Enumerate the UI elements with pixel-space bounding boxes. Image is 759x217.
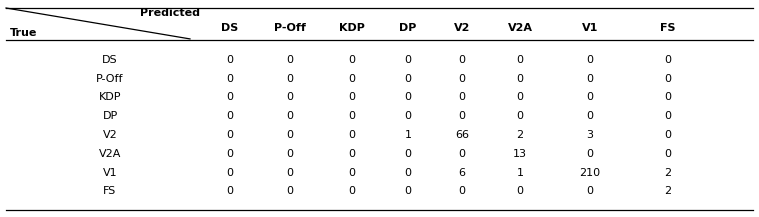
Text: V2: V2 [454, 23, 470, 33]
Text: 0: 0 [348, 92, 355, 102]
Text: 0: 0 [517, 186, 524, 196]
Text: FS: FS [660, 23, 676, 33]
Text: 13: 13 [513, 149, 527, 159]
Text: 0: 0 [348, 149, 355, 159]
Text: 2: 2 [664, 168, 672, 178]
Text: 0: 0 [348, 130, 355, 140]
Text: 66: 66 [455, 130, 469, 140]
Text: True: True [10, 28, 37, 38]
Text: 0: 0 [517, 74, 524, 84]
Text: 0: 0 [664, 74, 672, 84]
Text: 0: 0 [348, 55, 355, 65]
Text: 0: 0 [587, 55, 594, 65]
Text: 0: 0 [405, 149, 411, 159]
Text: 0: 0 [226, 186, 234, 196]
Text: 0: 0 [458, 186, 465, 196]
Text: 0: 0 [286, 55, 294, 65]
Text: DP: DP [399, 23, 417, 33]
Text: 0: 0 [226, 92, 234, 102]
Text: 0: 0 [458, 92, 465, 102]
Text: 0: 0 [226, 74, 234, 84]
Text: 1: 1 [517, 168, 524, 178]
Text: DS: DS [222, 23, 238, 33]
Text: 0: 0 [286, 149, 294, 159]
Text: 0: 0 [517, 111, 524, 121]
Text: P-Off: P-Off [274, 23, 306, 33]
Text: 0: 0 [405, 168, 411, 178]
Text: 0: 0 [458, 111, 465, 121]
Text: 1: 1 [405, 130, 411, 140]
Text: 0: 0 [517, 55, 524, 65]
Text: 0: 0 [458, 74, 465, 84]
Text: 0: 0 [458, 149, 465, 159]
Text: 0: 0 [664, 92, 672, 102]
Text: 0: 0 [286, 74, 294, 84]
Text: V2A: V2A [99, 149, 121, 159]
Text: 0: 0 [458, 55, 465, 65]
Text: 0: 0 [664, 111, 672, 121]
Text: 0: 0 [587, 186, 594, 196]
Text: 0: 0 [348, 111, 355, 121]
Text: 0: 0 [587, 149, 594, 159]
Text: 0: 0 [587, 111, 594, 121]
Text: 0: 0 [226, 111, 234, 121]
Text: 0: 0 [286, 130, 294, 140]
Text: 2: 2 [516, 130, 524, 140]
Text: FS: FS [103, 186, 117, 196]
Text: 0: 0 [517, 92, 524, 102]
Text: V1: V1 [102, 168, 118, 178]
Text: 0: 0 [664, 55, 672, 65]
Text: 0: 0 [226, 168, 234, 178]
Text: DS: DS [102, 55, 118, 65]
Text: 0: 0 [348, 74, 355, 84]
Text: KDP: KDP [99, 92, 121, 102]
Text: 0: 0 [226, 130, 234, 140]
Text: 0: 0 [286, 168, 294, 178]
Text: 0: 0 [587, 92, 594, 102]
Text: 0: 0 [286, 92, 294, 102]
Text: 0: 0 [226, 149, 234, 159]
Text: P-Off: P-Off [96, 74, 124, 84]
Text: 0: 0 [405, 92, 411, 102]
Text: 0: 0 [286, 111, 294, 121]
Text: 210: 210 [579, 168, 600, 178]
Text: 3: 3 [587, 130, 594, 140]
Text: Predicted: Predicted [140, 8, 200, 18]
Text: 0: 0 [664, 149, 672, 159]
Text: 0: 0 [405, 55, 411, 65]
Text: 0: 0 [405, 74, 411, 84]
Text: KDP: KDP [339, 23, 365, 33]
Text: V2A: V2A [508, 23, 533, 33]
Text: 6: 6 [458, 168, 465, 178]
Text: 0: 0 [405, 186, 411, 196]
Text: 0: 0 [286, 186, 294, 196]
Text: 0: 0 [348, 168, 355, 178]
Text: DP: DP [102, 111, 118, 121]
Text: V1: V1 [582, 23, 598, 33]
Text: 2: 2 [664, 186, 672, 196]
Text: 0: 0 [226, 55, 234, 65]
Text: 0: 0 [587, 74, 594, 84]
Text: 0: 0 [348, 186, 355, 196]
Text: 0: 0 [664, 130, 672, 140]
Text: V2: V2 [102, 130, 118, 140]
Text: 0: 0 [405, 111, 411, 121]
